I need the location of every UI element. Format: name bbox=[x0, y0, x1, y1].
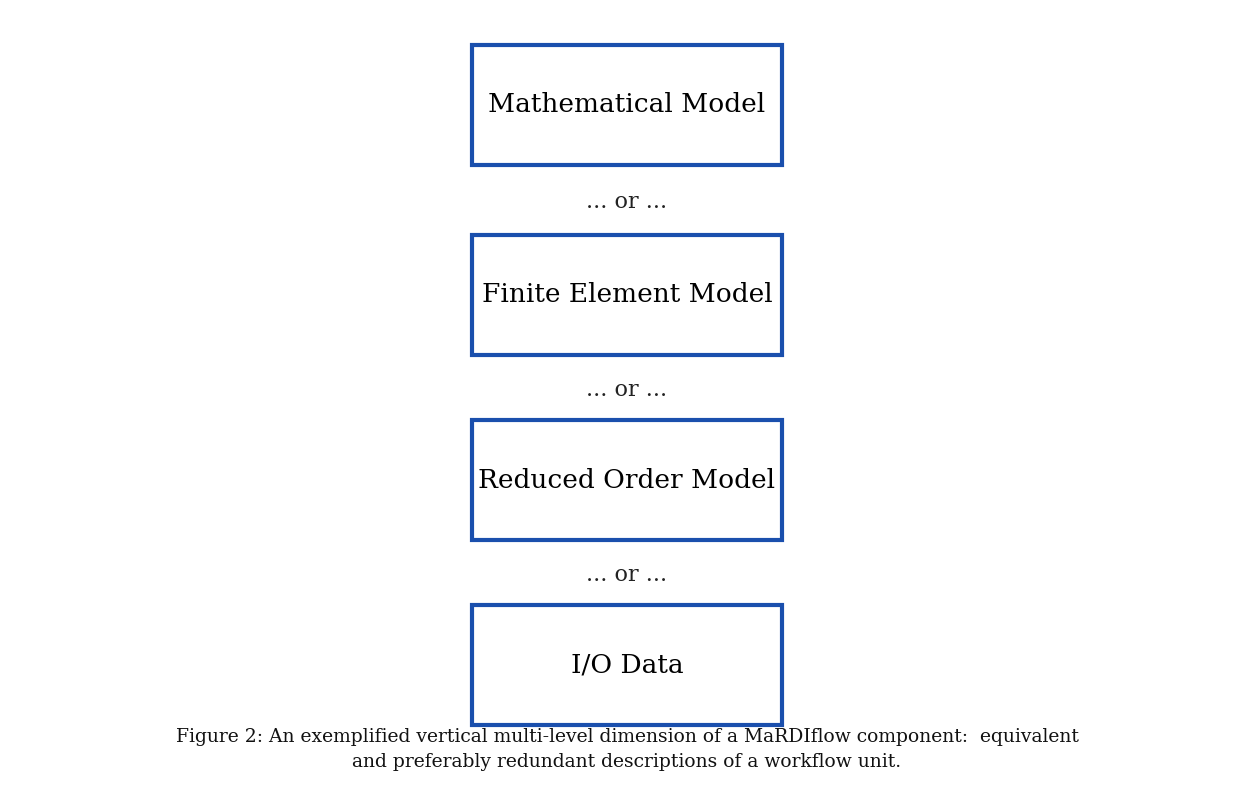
Text: ... or ...: ... or ... bbox=[587, 191, 667, 213]
Text: Finite Element Model: Finite Element Model bbox=[482, 283, 772, 307]
Bar bbox=[472, 235, 782, 355]
Text: ... or ...: ... or ... bbox=[587, 564, 667, 586]
Bar bbox=[472, 605, 782, 725]
Text: Mathematical Model: Mathematical Model bbox=[489, 92, 765, 118]
Text: Figure 2: An exemplified vertical multi-level dimension of a MaRDIflow component: Figure 2: An exemplified vertical multi-… bbox=[176, 728, 1078, 746]
Text: and preferably redundant descriptions of a workflow unit.: and preferably redundant descriptions of… bbox=[352, 753, 902, 771]
Text: I/O Data: I/O Data bbox=[571, 653, 683, 677]
Text: ... or ...: ... or ... bbox=[587, 379, 667, 401]
Bar bbox=[472, 420, 782, 540]
Bar bbox=[472, 45, 782, 165]
Text: Reduced Order Model: Reduced Order Model bbox=[479, 467, 775, 493]
